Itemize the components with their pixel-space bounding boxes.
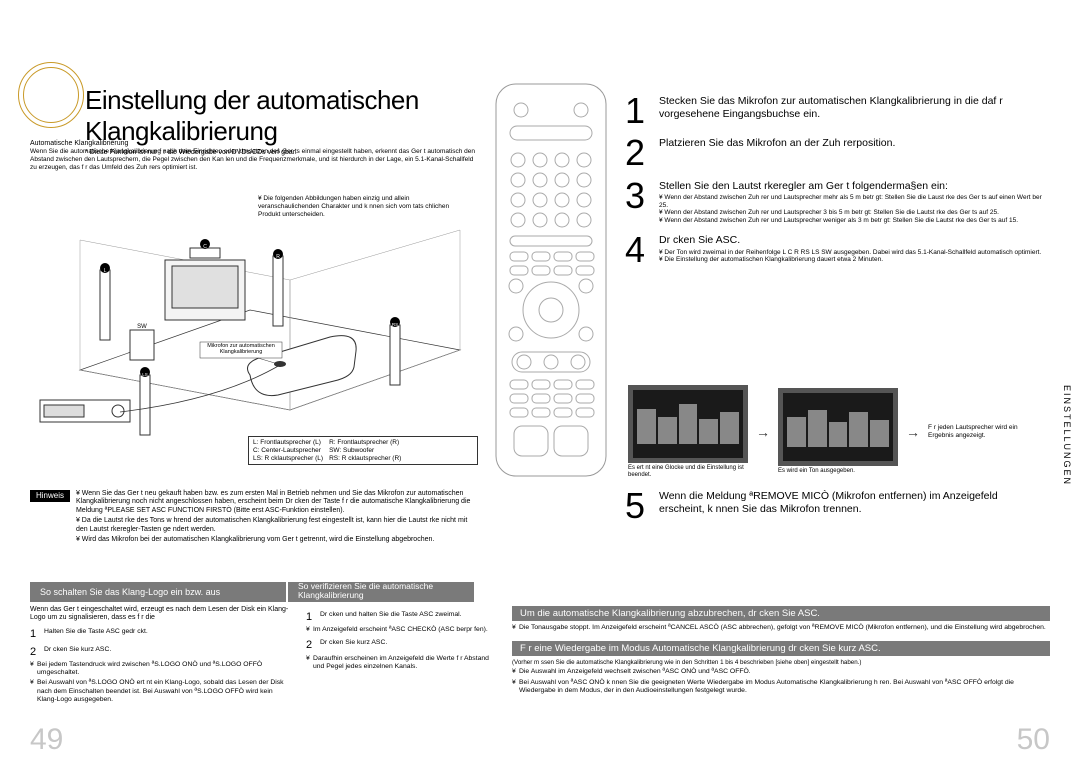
legend-SW: SW: Subwoofer xyxy=(329,447,407,455)
room-diagram: L R C SW LS RS Mikrofon zur automatische… xyxy=(30,200,480,460)
page-title: Einstellung der automatischen Klangkalib… xyxy=(85,85,465,147)
mic-label: Mikrofon zur automatischen Klangkalibrie… xyxy=(202,344,280,356)
step-3: 3Stellen Sie den Lautst rkeregler am Ger… xyxy=(625,180,1045,224)
screen-2 xyxy=(778,388,898,466)
hinweis-badge: Hinweis xyxy=(30,490,70,502)
bar-verify: So verifizieren Sie die automatische Kla… xyxy=(288,582,474,602)
svg-text:LS: LS xyxy=(142,372,148,377)
bar-logo: So schalten Sie das Klang-Logo ein bzw. … xyxy=(30,582,286,602)
arrow-icon: → xyxy=(906,424,920,440)
legend-C: C: Center-Lautsprecher xyxy=(253,447,329,455)
screen1-caption: Es ert nt eine Glocke und die Einstellun… xyxy=(628,465,748,478)
lower-section: So schalten Sie das Klang-Logo ein bzw. … xyxy=(0,582,1080,763)
step-2: 2Platzieren Sie das Mikrofon an der Zuh … xyxy=(625,137,1045,169)
intro-heading: Automatische Klangkalibrierung xyxy=(30,140,480,148)
screen2-caption: Es wird ein Ton ausgegeben. xyxy=(778,468,898,475)
intro-body: Wenn Sie die automatische Klangkalibrier… xyxy=(30,148,480,171)
hinweis-line: ¥ Da die Lautst rke des Tons w hrend der… xyxy=(76,517,474,534)
legend-LS: LS: R cklautsprecher (L) xyxy=(253,455,329,463)
svg-text:R: R xyxy=(276,254,280,260)
col-cancel: Um die automatische Klangkalibrierung ab… xyxy=(512,606,1050,704)
hinweis-block: Hinweis ¥ Wenn Sie das Ger t neu gekauft… xyxy=(30,490,480,544)
step-5: 5Wenn die Meldung ªREMOVE MICÒ (Mikrofon… xyxy=(625,490,1045,522)
steps-list: 1Stecken Sie das Mikrofon zur automatisc… xyxy=(625,95,1045,277)
result-screens: Es ert nt eine Glocke und die Einstellun… xyxy=(628,385,1043,478)
svg-text:L: L xyxy=(104,268,107,274)
col-logo: Wenn das Ger t eingeschaltet wird, erzeu… xyxy=(30,606,290,704)
screen-1 xyxy=(628,385,748,463)
result-text: F r jeden Lautsprecher wird ein Ergebnis… xyxy=(928,424,1043,439)
legend-RS: RS: R cklautsprecher (R) xyxy=(329,455,407,463)
cd-ring-decor xyxy=(18,62,84,128)
legend-L: L: Frontlautsprecher (L) xyxy=(253,439,329,447)
page-number-right: 50 xyxy=(1017,723,1050,757)
remote-control-diagram xyxy=(490,80,612,480)
cancel-head: Um die automatische Klangkalibrierung ab… xyxy=(512,606,1050,621)
step-4: 4Dr cken Sie ASC.¥ Der Ton wird zweimal … xyxy=(625,234,1045,266)
playback-head: F r eine Wiedergabe im Modus Automatisch… xyxy=(512,641,1050,656)
svg-text:RS: RS xyxy=(392,322,398,327)
step-1: 1Stecken Sie das Mikrofon zur automatisc… xyxy=(625,95,1045,127)
svg-text:C: C xyxy=(203,244,207,250)
speaker-legend: L: Frontlautsprecher (L)R: Frontlautspre… xyxy=(248,436,478,465)
side-tab: EINSTELLUNGEN xyxy=(1062,385,1072,486)
hinweis-line: ¥ Wird das Mikrofon bei der automatische… xyxy=(76,536,474,544)
arrow-icon: → xyxy=(756,424,770,440)
svg-text:SW: SW xyxy=(137,324,147,330)
hinweis-line: ¥ Wenn Sie das Ger t neu gekauft haben b… xyxy=(76,490,474,515)
page-number-left: 49 xyxy=(30,723,63,757)
col-verify: 1Dr cken und halten Sie die Taste ASC zw… xyxy=(306,606,496,704)
intro-block: Automatische Klangkalibrierung Wenn Sie … xyxy=(30,140,480,172)
legend-R: R: Frontlautsprecher (R) xyxy=(329,439,407,447)
